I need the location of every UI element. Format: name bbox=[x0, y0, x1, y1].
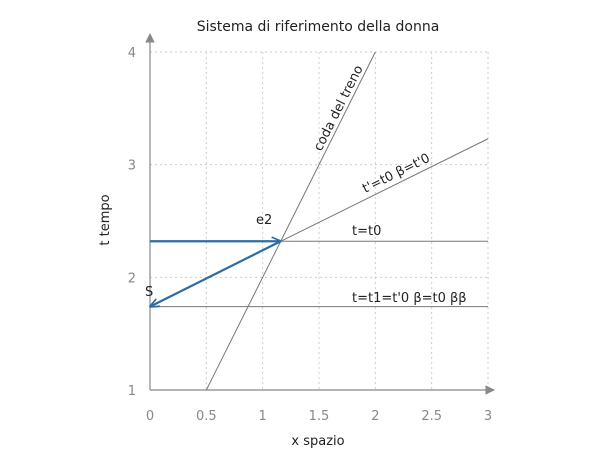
x-tick-label: 2 bbox=[371, 409, 379, 424]
series-line-1 bbox=[280, 138, 489, 242]
y-tick-label: 4 bbox=[128, 46, 136, 61]
x-tick-label: 0 bbox=[146, 409, 154, 424]
series-line-0 bbox=[205, 51, 376, 391]
arrow-1 bbox=[150, 240, 282, 306]
y-tick-label: 1 bbox=[128, 384, 136, 399]
x-tick-label: 3 bbox=[484, 409, 492, 424]
y-tick-label: 2 bbox=[128, 271, 136, 286]
label-t-prime-t0: t'=t0 β=t'0 bbox=[360, 151, 432, 197]
label-t-t0: t=t0 bbox=[352, 224, 381, 239]
y-axis-title: t tempo bbox=[98, 194, 113, 245]
vector-arrows bbox=[150, 241, 281, 306]
label-t-t1: t=t1=t'0 β=t0 ββ bbox=[352, 291, 467, 306]
x-tick-label: 2.5 bbox=[421, 409, 442, 424]
y-tick-label: 3 bbox=[128, 159, 136, 174]
x-tick-label: 0.5 bbox=[196, 409, 217, 424]
grid bbox=[150, 51, 489, 390]
x-tick-label: 1 bbox=[259, 409, 267, 424]
y-tick-labels: 1 2 3 4 bbox=[128, 46, 136, 399]
label-e2: e2 bbox=[256, 213, 272, 228]
x-axis-title: x spazio bbox=[291, 434, 344, 449]
chart-title: Sistema di riferimento della donna bbox=[197, 19, 440, 35]
label-s: S bbox=[145, 285, 153, 300]
x-tick-label: 1.5 bbox=[309, 409, 330, 424]
x-tick-labels: 0 0.5 1 1.5 2 2.5 3 bbox=[146, 409, 492, 424]
